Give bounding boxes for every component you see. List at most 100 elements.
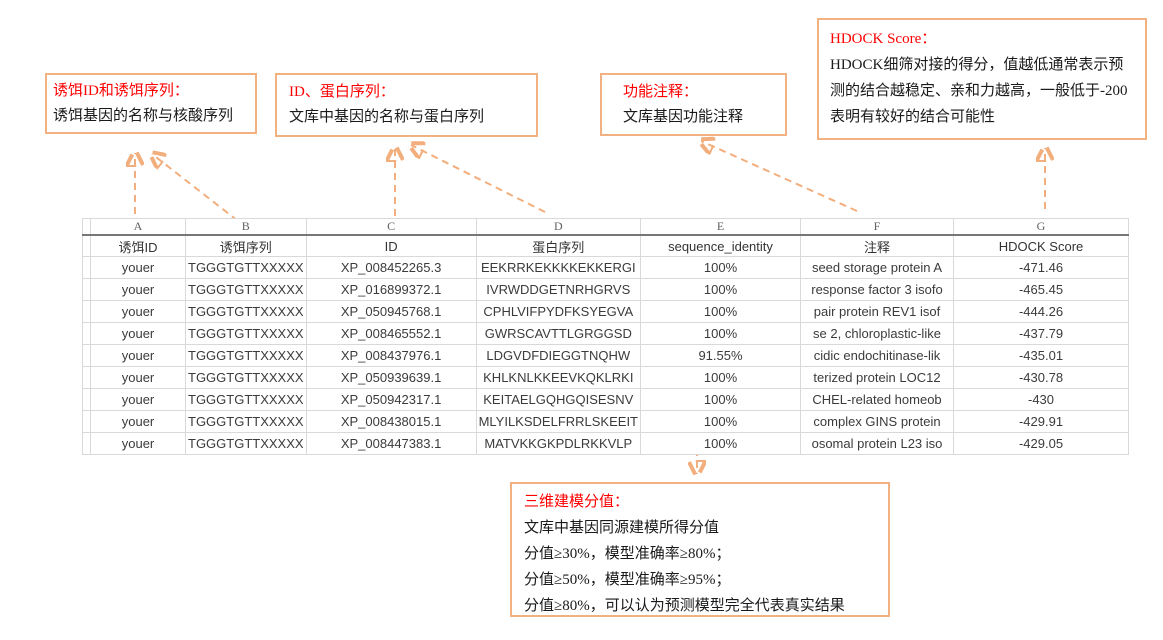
cell[interactable]: XP_050945768.1	[305, 300, 477, 323]
cell[interactable]: TGGGTGTTXXXXX	[185, 278, 307, 301]
cell[interactable]: se 2, chloroplastic-like	[800, 322, 954, 345]
cell[interactable]: GWRSCAVTTLGRGGSD	[475, 322, 642, 345]
cell[interactable]: IVRWDDGETNRHGRVS	[475, 278, 642, 301]
cell[interactable]: 100%	[640, 300, 801, 323]
column-header-cell[interactable]: sequence_identity	[640, 234, 801, 257]
cell[interactable]: MLYILKSDELFRRLSKEEIT	[475, 410, 642, 433]
cell[interactable]: complex GINS protein	[800, 410, 954, 433]
callout-title: 诱饵ID和诱饵序列：	[53, 83, 189, 99]
cell[interactable]: XP_008465552.1	[305, 322, 477, 345]
cell[interactable]: terized protein LOC12	[800, 366, 954, 389]
column-letter[interactable]: G	[953, 218, 1129, 236]
cell[interactable]: youer	[90, 322, 186, 345]
table-row: youer TGGGTGTTXXXXX XP_008438015.1 MLYILKSD…	[82, 410, 1129, 433]
cell[interactable]: 100%	[640, 388, 801, 411]
cell[interactable]: KEITAELGQHGQISESNV	[475, 388, 642, 411]
cell[interactable]: TGGGTGTTXXXXX	[185, 256, 307, 279]
cell[interactable]: 100%	[640, 432, 801, 455]
cell[interactable]: EEKRRKEKKKKEKKERGI	[475, 256, 642, 279]
cell[interactable]: -429.91	[953, 410, 1129, 433]
table-row: youer TGGGTGTTXXXXX XP_050939639.1 KHLKNLKK…	[82, 366, 1129, 389]
cell[interactable]: TGGGTGTTXXXXX	[185, 388, 307, 411]
cell[interactable]: youer	[90, 410, 186, 433]
cell[interactable]: -430	[953, 388, 1129, 411]
column-letter[interactable]: A	[90, 218, 186, 236]
cell[interactable]: 100%	[640, 410, 801, 433]
cell[interactable]: XP_008438015.1	[305, 410, 477, 433]
cell[interactable]: osomal protein L23 iso	[800, 432, 954, 455]
table-row: youer TGGGTGTTXXXXX XP_008452265.3 EEKRRKEK…	[82, 256, 1129, 279]
column-letter[interactable]: E	[640, 218, 801, 236]
cell[interactable]: youer	[90, 366, 186, 389]
arrow-colB-to-bait-box	[152, 154, 248, 229]
callout-line: 分值≥50%，模型准确率≥95%；	[524, 572, 731, 588]
cell[interactable]: youer	[90, 256, 186, 279]
column-header-cell[interactable]: 诱饵序列	[185, 234, 307, 257]
callout-id-protein-sequence: ID、蛋白序列： 文库中基因的名称与蛋白序列	[275, 73, 538, 137]
cell[interactable]: -444.26	[953, 300, 1129, 323]
cell[interactable]: -465.45	[953, 278, 1129, 301]
cell[interactable]: XP_008447383.1	[305, 432, 477, 455]
cell[interactable]: CHEL-related homeob	[800, 388, 954, 411]
cell[interactable]: -437.79	[953, 322, 1129, 345]
column-letter[interactable]: C	[305, 218, 477, 236]
column-header-cell[interactable]: 诱饵ID	[90, 234, 186, 257]
column-header-cell[interactable]: 蛋白序列	[475, 234, 642, 257]
callout-line: 分值≥80%，可以认为预测模型完全代表真实结果	[524, 598, 845, 614]
cell[interactable]: KHLKNLKKEEVKQKLRKI	[475, 366, 642, 389]
cell[interactable]: TGGGTGTTXXXXX	[185, 410, 307, 433]
cell[interactable]: -435.01	[953, 344, 1129, 367]
row-header-strip	[82, 218, 91, 236]
cell[interactable]: cidic endochitinase-lik	[800, 344, 954, 367]
callout-title: ID、蛋白序列：	[289, 84, 395, 100]
cell[interactable]: TGGGTGTTXXXXX	[185, 344, 307, 367]
callout-title: 功能注释：	[623, 84, 699, 100]
spreadsheet: A B C D E F G 诱饵ID 诱饵序列 ID 蛋白序列 sequence_identity 注释…	[82, 218, 1129, 455]
cell[interactable]: LDGVDFDIEGGTNQHW	[475, 344, 642, 367]
cell[interactable]: youer	[90, 344, 186, 367]
cell[interactable]: TGGGTGTTXXXXX	[185, 322, 307, 345]
cell[interactable]: -430.78	[953, 366, 1129, 389]
row-header-strip	[82, 300, 91, 323]
cell[interactable]: seed storage protein A	[800, 256, 954, 279]
arrow-colD-to-idprot-box	[411, 145, 546, 213]
column-header-cell[interactable]: HDOCK Score	[953, 234, 1129, 257]
cell[interactable]: XP_008452265.3	[305, 256, 477, 279]
column-letter[interactable]: B	[185, 218, 307, 236]
column-header-cell[interactable]: ID	[305, 234, 477, 257]
cell[interactable]: -471.46	[953, 256, 1129, 279]
callout-body: 文库中基因的名称与蛋白序列	[289, 109, 485, 125]
cell[interactable]: MATVKKGKPDLRKKVLP	[475, 432, 642, 455]
column-letter[interactable]: F	[800, 218, 954, 236]
cell[interactable]: CPHLVIFPYDFKSYEGVA	[475, 300, 642, 323]
cell[interactable]: pair protein REV1 isof	[800, 300, 954, 323]
cell[interactable]: 100%	[640, 256, 801, 279]
cell[interactable]: youer	[90, 300, 186, 323]
cell[interactable]: youer	[90, 388, 186, 411]
cell[interactable]: 100%	[640, 322, 801, 345]
column-header-cell[interactable]: 注释	[800, 234, 954, 257]
table-row: youer TGGGTGTTXXXXX XP_008447383.1 MATVKKGK…	[82, 432, 1129, 455]
cell[interactable]: response factor 3 isofo	[800, 278, 954, 301]
table-row: youer TGGGTGTTXXXXX XP_008465552.1 GWRSCAVT…	[82, 322, 1129, 345]
cell[interactable]: 100%	[640, 278, 801, 301]
callout-bait-id-sequence: 诱饵ID和诱饵序列： 诱饵基因的名称与核酸序列	[45, 73, 257, 134]
cell[interactable]: XP_050939639.1	[305, 366, 477, 389]
cell[interactable]: youer	[90, 278, 186, 301]
row-header-strip	[82, 410, 91, 433]
cell[interactable]: TGGGTGTTXXXXX	[185, 300, 307, 323]
cell[interactable]: XP_050942317.1	[305, 388, 477, 411]
cell[interactable]: TGGGTGTTXXXXX	[185, 366, 307, 389]
table-row: youer TGGGTGTTXXXXX XP_050942317.1 KEITAELG…	[82, 388, 1129, 411]
cell[interactable]: XP_008437976.1	[305, 344, 477, 367]
cell[interactable]: youer	[90, 432, 186, 455]
cell[interactable]: -429.05	[953, 432, 1129, 455]
column-letter[interactable]: D	[475, 218, 642, 236]
callout-body: 诱饵基因的名称与核酸序列	[53, 108, 234, 124]
cell[interactable]: 100%	[640, 366, 801, 389]
row-header-strip	[82, 432, 91, 455]
cell[interactable]: TGGGTGTTXXXXX	[185, 432, 307, 455]
cell[interactable]: 91.55%	[640, 344, 801, 367]
cell[interactable]: XP_016899372.1	[305, 278, 477, 301]
